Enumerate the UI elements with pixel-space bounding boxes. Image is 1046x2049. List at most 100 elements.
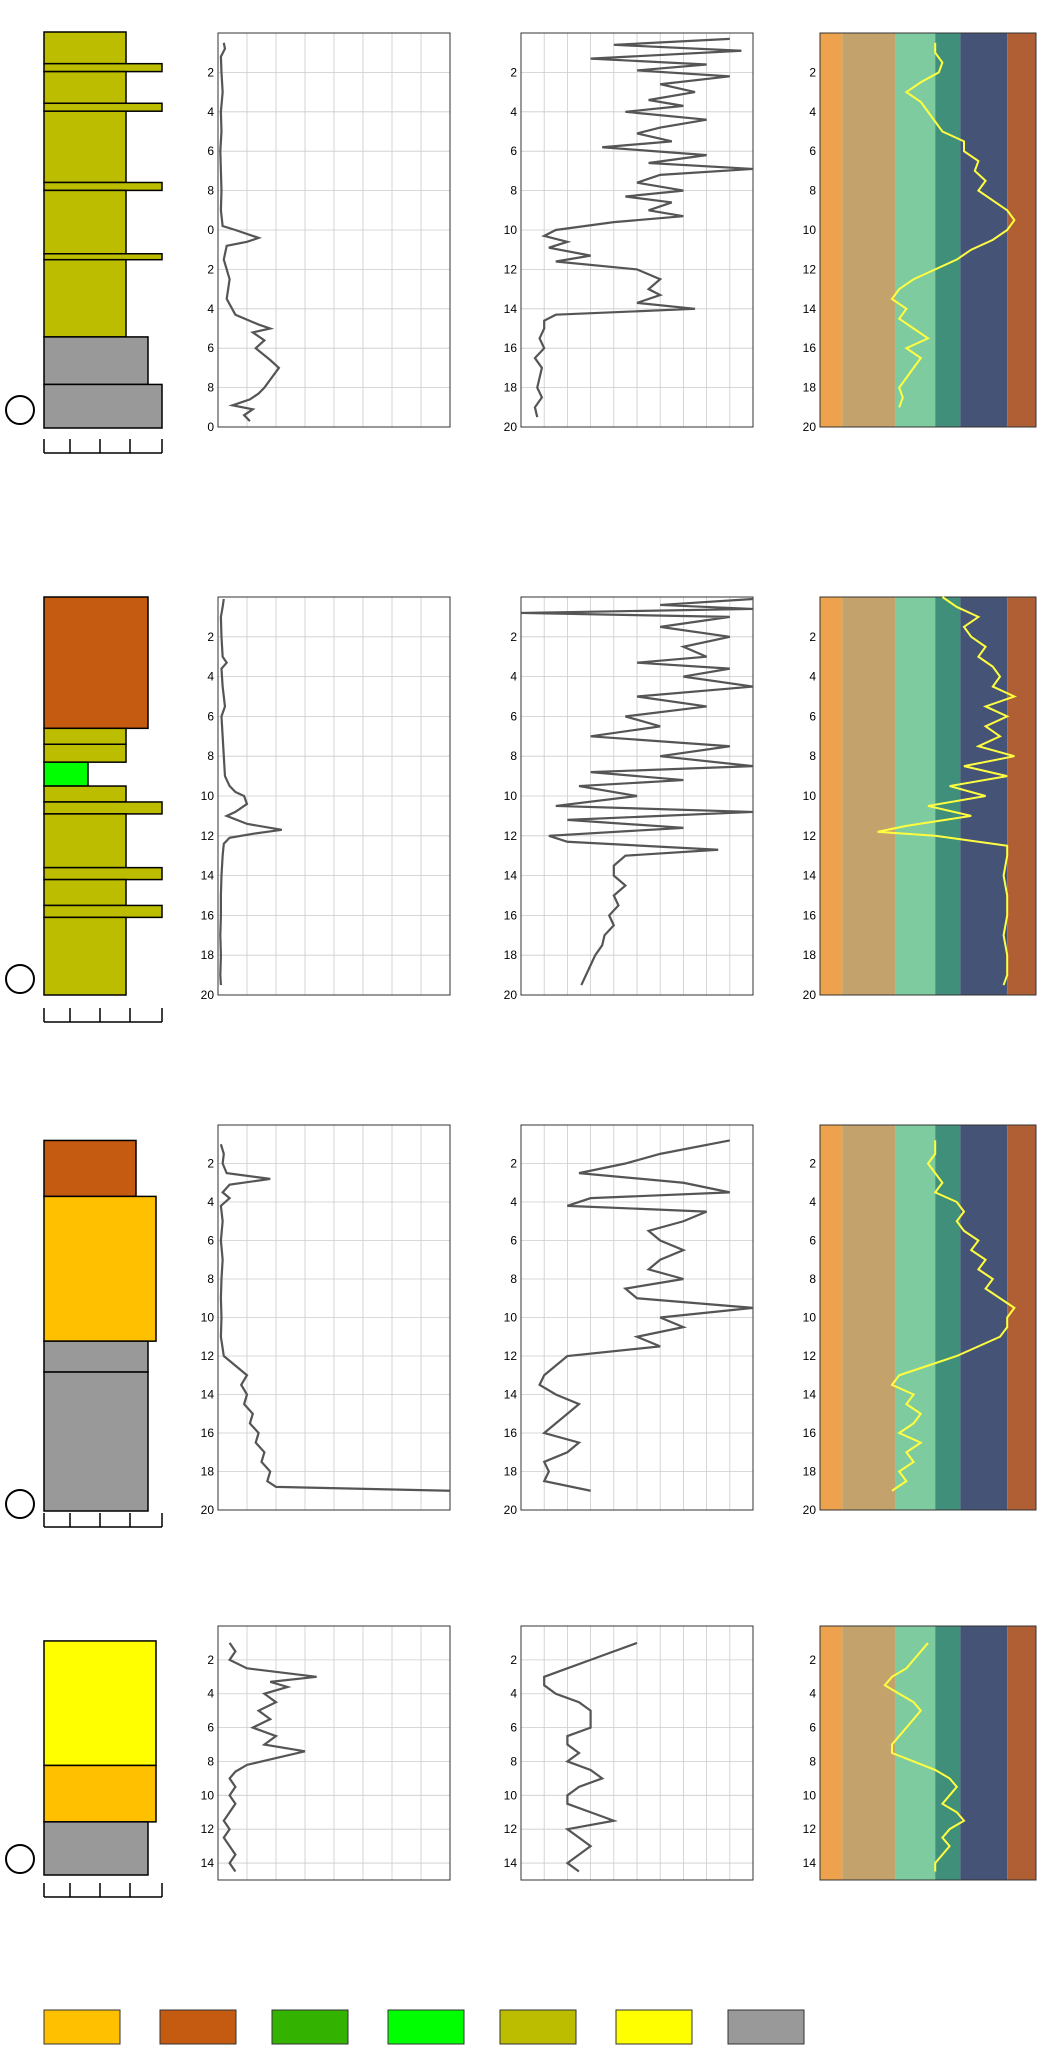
borehole-letter-circle: [5, 395, 35, 425]
qc-curve: [219, 1143, 451, 1492]
y-tick-label: 0: [207, 223, 214, 237]
soil-layer: [43, 1195, 157, 1342]
y-tick-label: 8: [510, 184, 517, 198]
y-tick-label: 6: [510, 144, 517, 158]
fr-curve: [520, 597, 754, 986]
sbt-zone: [895, 597, 936, 995]
y-tick-label: 8: [207, 1272, 214, 1286]
y-tick-label: 16: [803, 1426, 817, 1440]
y-tick-label: 2: [510, 1653, 517, 1667]
y-tick-label: 4: [809, 670, 816, 684]
y-tick-label: 8: [510, 749, 517, 763]
y-tick-label: 4: [207, 302, 214, 316]
legend-swatch: [615, 2009, 693, 2045]
y-tick-label: 2: [510, 1157, 517, 1171]
y-tick-label: 18: [803, 1465, 817, 1479]
panel-norm-friction-ratio: 2 4 6 8 10 12 14 16 18 20: [504, 596, 754, 1002]
y-tick-label: 4: [510, 1687, 517, 1701]
y-tick-label: 14: [803, 1388, 817, 1402]
soil-layer: [43, 813, 127, 869]
y-tick-label: 6: [510, 1721, 517, 1735]
ic-curve: [890, 1140, 1016, 1492]
sbt-zone: [1007, 597, 1036, 995]
legend-swatch: [43, 2009, 121, 2045]
y-tick-label: 10: [803, 789, 817, 803]
sbt-zone: [842, 1626, 896, 1880]
y-tick-label: 10: [803, 223, 817, 237]
y-tick-label: 20: [504, 420, 518, 434]
qc-curve: [219, 598, 282, 986]
y-tick-label: 4: [207, 1195, 214, 1209]
soil-layer: [43, 62, 163, 73]
sbt-zone: [842, 597, 896, 995]
y-tick-label: 4: [809, 1687, 816, 1701]
plot-frame: [819, 1124, 1037, 1511]
sbt-zone: [1007, 1125, 1036, 1510]
y-tick-label: 2: [510, 65, 517, 79]
legend-swatch: [727, 2009, 805, 2045]
y-tick-label: 18: [201, 1465, 215, 1479]
y-tick-label: 14: [803, 869, 817, 883]
sbt-zone: [895, 1125, 936, 1510]
y-tick-label: 20: [504, 1503, 518, 1517]
y-tick-label: 12: [803, 829, 817, 843]
panel-cone-resistance: 2 4 6 8 0 2 4 6 8 0: [207, 32, 451, 434]
soil-layer: [43, 785, 127, 803]
y-tick-label: 6: [207, 341, 214, 355]
sbt-zone: [820, 33, 843, 427]
y-tick-label: 10: [504, 1311, 518, 1325]
ic-curve: [890, 42, 1016, 408]
legend-item: [43, 2009, 121, 2045]
y-tick-label: 8: [510, 1754, 517, 1768]
y-tick-label: 14: [201, 869, 215, 883]
y-tick-label: 16: [504, 1426, 518, 1440]
borehole-cna005: 2 4 6 8 10 12 14 16 18 20 2 4 6 8 10 12 14 16 18 20 2 4 6 8 10 12…: [5, 1124, 1037, 1528]
y-tick-label: 4: [510, 105, 517, 119]
y-tick-label: 20: [803, 1503, 817, 1517]
y-tick-label: 10: [201, 789, 215, 803]
sbt-zone: [960, 1626, 1008, 1880]
y-tick-label: 10: [803, 1311, 817, 1325]
soil-layer: [43, 1640, 157, 1767]
y-tick-label: 12: [504, 1349, 518, 1363]
y-tick-label: 18: [504, 1465, 518, 1479]
panel-sbtn-index: 2 4 6 8 10 12 14: [803, 1625, 1037, 1881]
y-tick-label: 4: [207, 1687, 214, 1701]
plot-frame: [520, 32, 754, 428]
panel-cone-resistance: 2 4 6 8 10 12 14: [201, 1625, 451, 1881]
y-tick-label: 12: [201, 1349, 215, 1363]
y-tick-label: 18: [504, 381, 518, 395]
y-tick-label: 16: [504, 908, 518, 922]
sbt-zone: [895, 33, 936, 427]
soil-layer: [43, 253, 163, 261]
legend-item: [159, 2009, 237, 2045]
sbt-zone: [895, 1626, 936, 1880]
y-tick-label: 10: [504, 789, 518, 803]
panel-cone-resistance: 2 4 6 8 10 12 14 16 18 20: [201, 596, 451, 1002]
plot-frame: [819, 1625, 1037, 1881]
soil-layer: [43, 258, 127, 338]
legend-swatch: [499, 2009, 577, 2045]
panel-norm-friction-ratio: 2 4 6 8 10 12 14 16 18 20: [504, 32, 754, 434]
plot-frame: [520, 1124, 754, 1511]
borehole-cv073: 2 4 6 8 0 2 4 6 8 0 2 4 6 8 10 12 14 16 18 20 2 4 6 8 10 12 14 16 18…: [5, 31, 1037, 454]
y-tick-label: 2: [809, 1157, 816, 1171]
sbt-zone: [935, 33, 961, 427]
y-tick-label: 18: [504, 948, 518, 962]
y-tick-label: 14: [201, 1856, 215, 1870]
y-tick-label: 10: [201, 1788, 215, 1802]
borehole-letter-circle: [5, 1844, 35, 1874]
plot-frame: [217, 596, 451, 996]
soil-layer: [43, 916, 127, 996]
y-tick-label: 2: [207, 65, 214, 79]
soil-layer: [43, 70, 127, 105]
legend-item: [727, 2009, 805, 2045]
soil-layer: [43, 1764, 157, 1823]
y-tick-label: 8: [207, 1754, 214, 1768]
soil-grain-axis: [43, 439, 163, 454]
legend-item: [387, 2009, 465, 2045]
y-tick-label: 6: [207, 1234, 214, 1248]
y-tick-label: 10: [803, 1788, 817, 1802]
y-tick-label: 12: [803, 262, 817, 276]
y-tick-label: 2: [510, 630, 517, 644]
